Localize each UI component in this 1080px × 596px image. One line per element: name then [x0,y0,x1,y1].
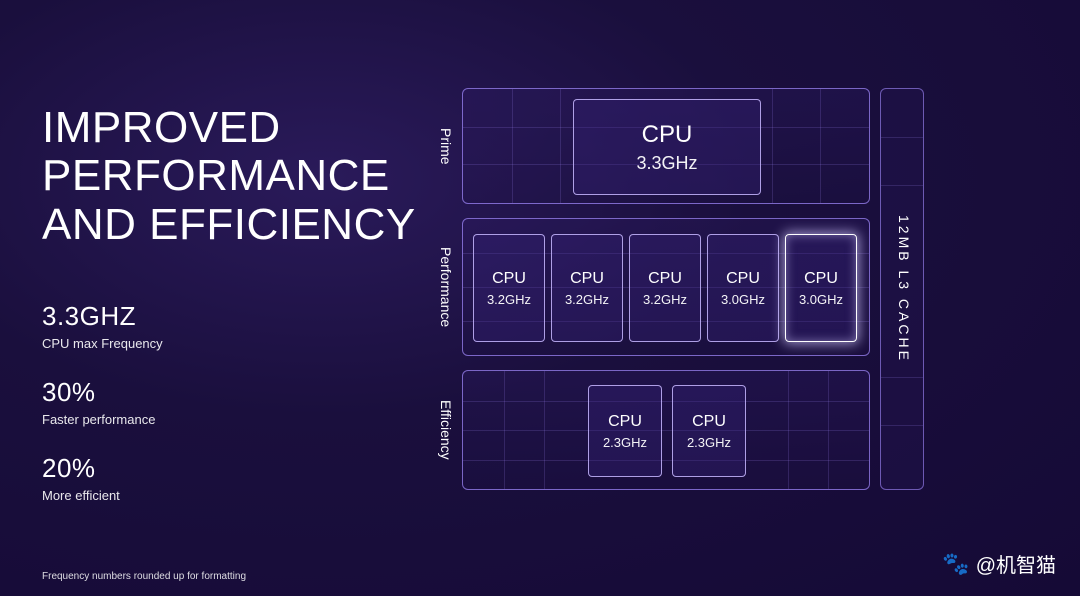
paw-icon: 🐾 [942,551,969,577]
row-label-performance: Performance [434,218,454,356]
left-text-block: IMPROVED PERFORMANCE AND EFFICIENCY 3.3G… [42,104,432,529]
core-freq: 3.2GHz [487,292,531,307]
cpu-diagram: Prime Performance Efficiency CPU 3.3GHz … [440,88,1040,518]
watermark-text: @机智猫 [976,549,1056,578]
core-freq: 2.3GHz [687,435,731,450]
perf-core: CPU 3.2GHz [629,234,701,342]
efficiency-block: CPU 2.3GHz CPU 2.3GHz [462,370,870,490]
row-label-efficiency: Efficiency [434,370,454,490]
core-name: CPU [608,413,642,431]
stat-item: 3.3GHZ CPU max Frequency [42,301,432,351]
slide: IMPROVED PERFORMANCE AND EFFICIENCY 3.3G… [0,0,1080,596]
watermark: 🐾 @机智猫 [942,549,1056,578]
core-freq: 3.2GHz [643,292,687,307]
perf-core: CPU 3.2GHz [473,234,545,342]
core-freq: 2.3GHz [603,435,647,450]
stats-list: 3.3GHZ CPU max Frequency 30% Faster perf… [42,301,432,503]
row-label-prime: Prime [434,88,454,204]
stat-label: More efficient [42,488,432,503]
stat-item: 20% More efficient [42,453,432,503]
slide-title: IMPROVED PERFORMANCE AND EFFICIENCY [42,104,432,249]
stat-value: 3.3GHZ [42,301,432,332]
perf-core-highlighted: CPU 3.0GHz [785,234,857,342]
stat-item: 30% Faster performance [42,377,432,427]
eff-core: CPU 2.3GHz [588,385,662,477]
stat-value: 20% [42,453,432,484]
core-freq: 3.0GHz [799,292,843,307]
core-freq: 3.0GHz [721,292,765,307]
core-name: CPU [692,413,726,431]
stat-value: 30% [42,377,432,408]
core-freq: 3.3GHz [636,153,697,174]
core-name: CPU [492,270,526,288]
footnote: Frequency numbers rounded up for formatt… [42,571,246,582]
cache-label: 12MB L3 CACHE [890,98,912,480]
core-name: CPU [726,270,760,288]
perf-core: CPU 3.2GHz [551,234,623,342]
core-name: CPU [804,270,838,288]
core-name: CPU [648,270,682,288]
prime-block: CPU 3.3GHz [462,88,870,204]
prime-core: CPU 3.3GHz [573,99,761,195]
core-freq: 3.2GHz [565,292,609,307]
stat-label: Faster performance [42,412,432,427]
eff-core: CPU 2.3GHz [672,385,746,477]
core-name: CPU [642,121,693,149]
performance-block: CPU 3.2GHz CPU 3.2GHz CPU 3.2GHz CPU 3.0… [462,218,870,356]
perf-core: CPU 3.0GHz [707,234,779,342]
stat-label: CPU max Frequency [42,336,432,351]
core-name: CPU [570,270,604,288]
